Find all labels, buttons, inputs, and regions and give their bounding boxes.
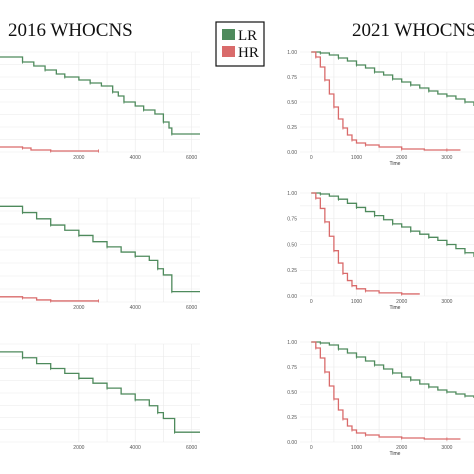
- curve-lr: [0, 351, 200, 433]
- x-tick-label: 3000: [441, 155, 452, 161]
- y-tick-label: 0.00: [287, 440, 297, 446]
- curve-lr: [0, 56, 200, 135]
- y-tick-label: 1.00: [287, 50, 297, 56]
- title-2016-whocns: 2016 WHOCNS: [8, 20, 133, 41]
- x-tick-label: 4000: [130, 155, 141, 161]
- y-tick-label: 0.25: [287, 415, 297, 421]
- x-tick-label: 4000: [130, 305, 141, 311]
- legend-label-hr: HR: [238, 45, 259, 61]
- x-axis-label: Time: [390, 305, 401, 311]
- x-tick-label: 2000: [396, 155, 407, 161]
- x-tick-label: 4000: [130, 445, 141, 451]
- y-tick-label: 0.50: [287, 100, 297, 106]
- curve-hr: [0, 296, 99, 302]
- x-tick-label: 2000: [396, 445, 407, 451]
- x-tick-label: 1000: [351, 155, 362, 161]
- y-tick-label: 0.75: [287, 75, 297, 81]
- x-tick-label: 6000: [186, 305, 197, 311]
- y-tick-label: 1.00: [287, 191, 297, 197]
- y-tick-label: 0.00: [287, 294, 297, 300]
- y-tick-label: 0.00: [287, 150, 297, 156]
- y-tick-label: 0.25: [287, 125, 297, 131]
- km-panel-2021-row1: 0 1000 2000 3000 1.00 0.75 0.50 0.25 0.00 Time: [287, 50, 474, 167]
- y-tick-label: 0.25: [287, 268, 297, 274]
- x-tick-label: 1000: [351, 445, 362, 451]
- x-tick-label: 0: [310, 299, 313, 305]
- x-axis-label: Time: [390, 161, 401, 167]
- x-tick-label: 2000: [73, 155, 84, 161]
- x-tick-label: 3000: [441, 445, 452, 451]
- x-axis-label: Time: [390, 451, 401, 457]
- y-tick-label: 0.50: [287, 242, 297, 248]
- y-tick-label: 0.75: [287, 217, 297, 223]
- curve-lr: [0, 205, 200, 293]
- curve-lr: [311, 341, 474, 398]
- x-tick-label: 0: [310, 445, 313, 451]
- km-panel-2016-row3: 2000 4000 6000: [0, 343, 200, 451]
- legend-swatch-lr: [222, 29, 235, 40]
- x-tick-label: 1000: [351, 299, 362, 305]
- x-tick-label: 6000: [186, 445, 197, 451]
- x-tick-label: 6000: [186, 155, 197, 161]
- curve-hr: [311, 192, 420, 295]
- km-panel-2016-row2: 2000 4000 6000: [0, 197, 200, 311]
- x-tick-label: 2000: [396, 299, 407, 305]
- chart-panels: 2000 4000 6000 2000 4000 6000 2000 4000 6000 0 100…: [0, 50, 474, 457]
- x-tick-label: 0: [310, 155, 313, 161]
- legend-label-lr: LR: [238, 28, 257, 44]
- y-tick-label: 0.50: [287, 390, 297, 396]
- km-panel-2021-row3: 0 1000 2000 3000 1.00 0.75 0.50 0.25 0.00 Time: [287, 340, 474, 457]
- title-2021-whocns: 2021 WHOCNS: [352, 20, 474, 41]
- x-tick-label: 2000: [73, 445, 84, 451]
- x-tick-label: 3000: [441, 299, 452, 305]
- legend: LR HR: [215, 21, 265, 67]
- curve-hr: [311, 51, 461, 151]
- km-panel-2021-row2: 0 1000 2000 3000 1.00 0.75 0.50 0.25 0.00 Time: [287, 191, 474, 311]
- y-tick-label: 0.75: [287, 365, 297, 371]
- x-tick-label: 2000: [73, 305, 84, 311]
- y-tick-label: 1.00: [287, 340, 297, 346]
- curve-hr: [0, 146, 99, 152]
- km-panel-2016-row1: 2000 4000 6000: [0, 51, 200, 161]
- legend-swatch-hr: [222, 46, 235, 57]
